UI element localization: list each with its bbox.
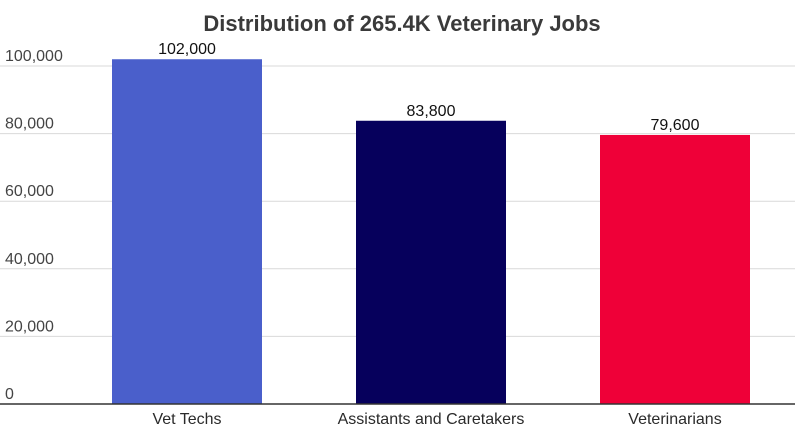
bar-assistants-and-caretakers: [356, 120, 506, 405]
bar-veterinarians: [600, 134, 750, 404]
bars: [112, 59, 750, 405]
y-tick-label: 100,000: [5, 48, 63, 65]
y-tick-label: 40,000: [5, 251, 54, 268]
bar-labels: 102,000 83,800 79,600: [158, 41, 699, 134]
y-tick-label: 60,000: [5, 183, 54, 200]
x-axis: Vet Techs Assistants and Caretakers Veteri…: [0, 403, 795, 428]
y-axis: 0 20,000 40,000 60,000 80,000 100,000: [5, 48, 63, 403]
y-tick-label: 80,000: [5, 116, 54, 133]
x-tick-label: Vet Techs: [152, 411, 221, 428]
y-tick-label: 0: [5, 386, 14, 403]
chart-title: Distribution of 265.4K Veterinary Jobs: [203, 11, 600, 36]
x-tick-label: Veterinarians: [628, 411, 721, 428]
bar-vet-techs: [112, 59, 262, 405]
bar-value-label: 79,600: [651, 117, 700, 134]
bar-value-label: 83,800: [407, 103, 456, 120]
y-tick-label: 20,000: [5, 318, 54, 335]
bar-value-label: 102,000: [158, 41, 216, 58]
x-tick-label: Assistants and Caretakers: [338, 411, 525, 428]
